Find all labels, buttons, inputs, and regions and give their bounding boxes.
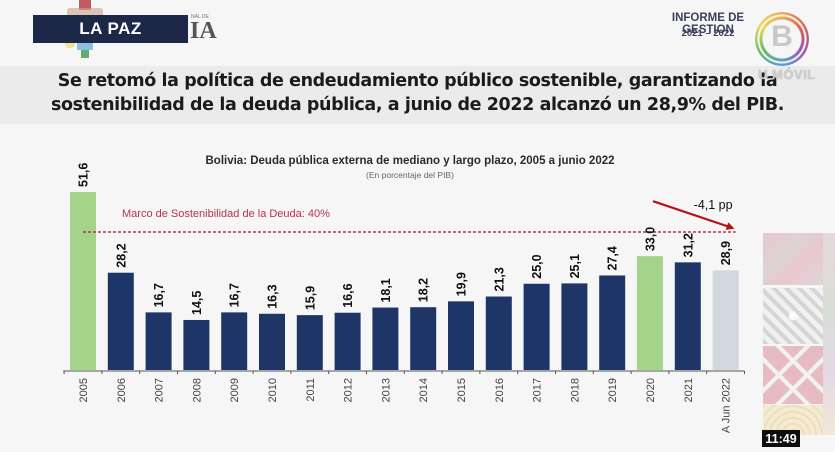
x-tick-label: 2019 [607,378,619,402]
data-label: 18,1 [379,278,393,302]
brand-small-text: NAL DE [191,14,209,20]
broadcast-clock: 11:49 [762,430,800,447]
channel-logo-icon [755,12,809,66]
x-tick-label: A Jun 2022 [721,378,733,433]
channel-watermark: U MÓVIL [758,67,816,82]
bar-2006 [107,272,134,370]
institution-emblem [63,0,107,58]
bar-2015 [448,301,474,370]
x-tick-label: 2018 [569,378,581,402]
x-tick-label: 2010 [267,378,279,402]
bar-2020 [637,256,663,370]
data-label: 25,0 [530,254,544,278]
x-tick-label: 2011 [305,378,317,402]
x-tick-label: 2008 [191,378,203,402]
headline-banner [0,66,835,124]
x-tick-label: 2014 [418,378,430,402]
data-label: 16,7 [228,283,242,307]
x-tick-label: 2013 [380,378,392,402]
data-label: 25,1 [568,254,582,278]
bar-2018 [561,283,588,370]
x-tick-label: 2005 [78,378,90,402]
bar-2019 [599,275,626,370]
data-label: 18,2 [417,278,431,302]
bar-2009 [221,312,248,370]
data-label: 27,4 [606,246,620,270]
annotation-arrow [652,200,735,230]
data-label: 14,5 [190,291,204,315]
data-label: 16,6 [341,283,355,307]
bar-2010 [259,313,285,370]
decorative-pattern-tile [763,233,823,285]
bar-2007 [145,312,172,370]
x-tick-label: 2009 [229,378,241,402]
x-tick-label: 2012 [343,378,355,402]
bar-2012 [334,312,361,370]
data-label: 19,9 [455,272,469,296]
decorative-pattern-tile [763,288,823,344]
bar-2017 [523,283,550,370]
brand-logo-text: IA [190,18,217,44]
x-tick-label: 2015 [456,378,468,402]
x-tick-label: 2007 [154,378,166,402]
channel-logo-letter: B [771,20,793,53]
bar-2021 [674,262,701,370]
data-label: 33,0 [644,227,658,251]
data-label: 28,2 [114,243,128,267]
bar-2014 [410,307,437,370]
data-label: 16,7 [152,283,166,307]
chart-subtitle: (En porcentaje del PIB) [366,170,454,180]
bar-2013 [372,307,399,370]
chart-title: Bolivia: Deuda pública externa de median… [205,155,615,167]
data-label: 31,2 [681,233,695,257]
x-tick-label: 2020 [645,378,657,402]
bar-2005 [70,191,96,370]
bar-2011 [296,315,323,370]
x-tick-label: 2016 [494,378,506,402]
report-years: 2021 – 2022 [681,28,735,39]
x-tick-label: 2006 [116,378,128,402]
data-label: 16,3 [266,284,280,308]
data-label: 21,3 [492,267,506,291]
x-tick-label: 2021 [683,378,695,402]
report-title: INFORME DE GESTION [671,12,745,36]
decorative-pattern-tile [763,346,823,404]
bar-a-jun-2022 [712,270,739,370]
annotation-label: -4,1 pp [694,198,733,212]
data-label: 51,6 [77,163,91,187]
location-badge: LA PAZ [33,15,188,43]
data-label: 28,9 [719,241,733,265]
headline-text: Se retomó la política de endeudamiento p… [51,71,784,115]
bar-2008 [183,319,210,370]
data-label: 15,9 [303,286,317,310]
x-tick-label: 2017 [532,378,544,402]
reference-line-label: Marco de Sostenibilidad de la Deuda: 40% [122,208,330,220]
decorative-pattern-strip [823,233,835,435]
bar-2016 [485,296,512,370]
